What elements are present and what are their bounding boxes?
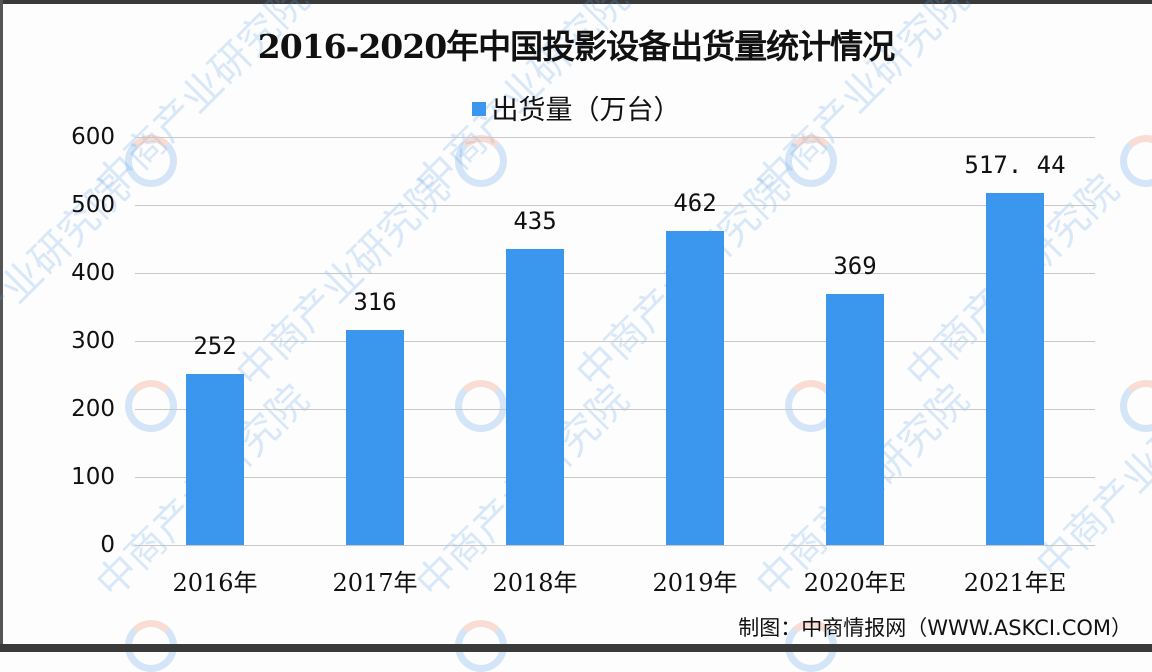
- gridline: [135, 545, 1095, 546]
- x-tick-label: 2019年: [652, 569, 738, 597]
- watermark-logo-icon: [1120, 380, 1152, 432]
- frame-left-border: [0, 0, 3, 652]
- gridline: [135, 205, 1095, 206]
- bar: [506, 249, 564, 545]
- y-tick-label: 500: [71, 192, 115, 218]
- bar: [666, 230, 724, 545]
- frame-bottom-border: [0, 644, 1152, 652]
- watermark-logo-icon: [1120, 135, 1152, 187]
- y-tick-label: 100: [71, 464, 115, 490]
- bar: [986, 193, 1044, 545]
- gridline: [135, 477, 1095, 478]
- bar-value-label: 435: [513, 207, 557, 236]
- bar-value-label: 517. 44: [964, 151, 1066, 180]
- y-tick-label: 200: [71, 396, 115, 422]
- chart-title: 2016-2020年中国投影设备出货量统计情况: [257, 27, 895, 66]
- gridline: [135, 409, 1095, 410]
- source-credit: 制图：中商情报网（WWW.ASKCI.COM）: [738, 616, 1132, 640]
- plot-area: [135, 137, 1095, 546]
- legend-swatch: [471, 101, 486, 116]
- bar: [186, 373, 244, 545]
- x-tick-label: 2017年: [332, 569, 418, 597]
- y-tick-label: 300: [71, 328, 115, 354]
- bar-value-label: 369: [833, 252, 877, 281]
- bar-value-label: 316: [353, 288, 397, 317]
- gridline: [135, 273, 1095, 274]
- bar-value-label: 462: [673, 188, 717, 217]
- gridline: [135, 341, 1095, 342]
- gridline: [135, 137, 1095, 138]
- x-tick-label: 2016年: [172, 569, 258, 597]
- bar: [346, 330, 404, 545]
- x-tick-label: 2018年: [492, 569, 578, 597]
- bar-value-label: 252: [193, 331, 237, 360]
- y-tick-label: 0: [100, 532, 115, 558]
- frame-top-border: [0, 0, 1152, 4]
- x-tick-label: 2021年E: [963, 569, 1067, 597]
- x-tick-label: 2020年E: [803, 569, 907, 597]
- y-tick-label: 600: [71, 124, 115, 150]
- chart-legend: 出货量（万台）: [0, 88, 1152, 127]
- bar: [826, 294, 884, 545]
- y-tick-label: 400: [71, 260, 115, 286]
- legend-label: 出货量（万台）: [491, 95, 681, 126]
